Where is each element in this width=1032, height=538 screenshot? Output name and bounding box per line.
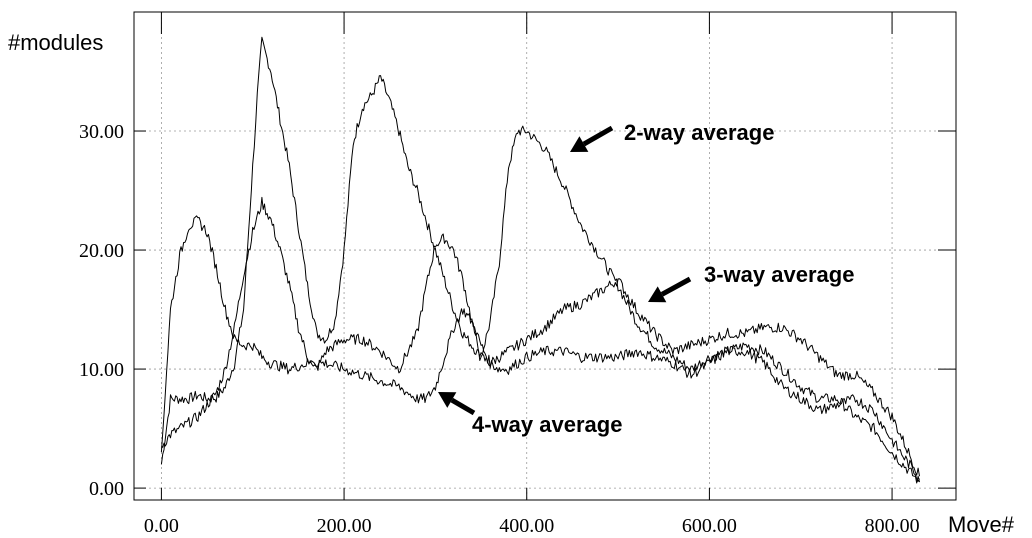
plot-frame <box>133 11 957 501</box>
annotation-arrow-head <box>438 392 457 408</box>
annotations: 2-way average 3-way average 4-way average <box>438 120 854 437</box>
annotation-arrow-shaft <box>660 276 692 297</box>
series-line-2-way <box>160 36 920 484</box>
x-tick-label: 800.00 <box>865 515 920 537</box>
annotation-label: 3-way average <box>704 262 854 287</box>
y-axis-label: #modules <box>8 30 103 55</box>
y-tick-label: 10.00 <box>79 359 124 381</box>
x-axis-label: Move# <box>948 512 1015 537</box>
x-tick-label: 400.00 <box>499 515 554 537</box>
annotation-label: 2-way average <box>624 120 774 145</box>
x-tick-label: 600.00 <box>682 515 737 537</box>
grid <box>134 12 956 500</box>
annotation-arrow-shaft <box>450 397 476 416</box>
annotation-3-way: 3-way average <box>648 262 854 303</box>
x-tick-label: 0.00 <box>144 515 179 537</box>
series-layer <box>160 36 920 484</box>
y-tick-label: 0.00 <box>89 478 124 500</box>
x-tick-label: 200.00 <box>317 515 372 537</box>
series-line-3-way <box>161 196 920 477</box>
annotation-arrow-shaft <box>582 125 614 147</box>
annotation-arrow-head <box>570 136 589 152</box>
axis-ticks: 0.00 200.00 400.00 600.00 800.00 0.00 10.00 20.… <box>79 12 956 537</box>
annotation-label: 4-way average <box>472 412 622 437</box>
y-tick-label: 20.00 <box>79 240 124 262</box>
annotation-4-way: 4-way average <box>438 392 622 437</box>
annotation-2-way: 2-way average <box>570 120 774 152</box>
annotation-arrow-head <box>648 286 667 303</box>
y-tick-label: 30.00 <box>79 121 124 143</box>
series-line-4-way <box>160 215 920 482</box>
